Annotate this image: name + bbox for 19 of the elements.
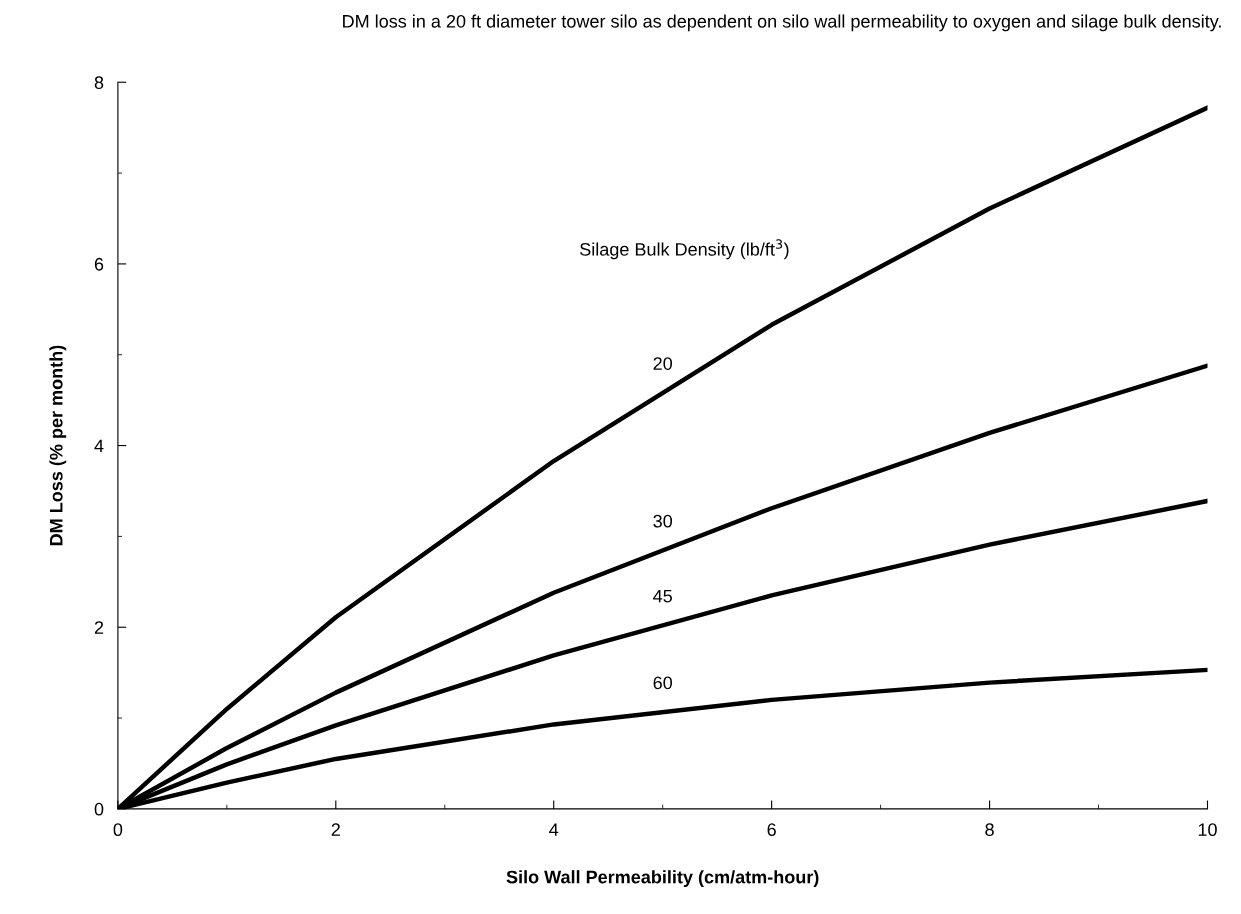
x-tick-label: 6 (767, 823, 776, 837)
x-tick-label: 0 (113, 823, 123, 837)
series-label: 30 (653, 514, 673, 528)
x-tick-label: 2 (331, 823, 340, 836)
series-label: 60 (653, 676, 673, 690)
y-tick-label: 6 (94, 257, 104, 271)
annotation: Silage Bulk Density (lb/ft$^{3}$) (580, 239, 789, 260)
y-axis-title: DM Loss (% per month) (49, 345, 67, 546)
y-tick-label: 4 (94, 439, 104, 453)
x-tick-label: 10 (1198, 823, 1217, 837)
series-label: 20 (653, 357, 673, 370)
y-tick-label: 2 (94, 621, 104, 634)
chart-title: DM loss in a 20 ft diameter tower silo as dependent on silo wall permeability to oxygen and silage bulk density. (343, 14, 1221, 32)
x-tick-label: 4 (549, 823, 559, 836)
series-label: 45 (653, 589, 672, 603)
x-axis-title: Silo Wall Permeability (cm/atm-hour) (506, 870, 819, 887)
y-tick-label: 0 (94, 802, 104, 816)
y-tick-label: 8 (94, 76, 104, 89)
x-tick-label: 8 (985, 823, 994, 837)
